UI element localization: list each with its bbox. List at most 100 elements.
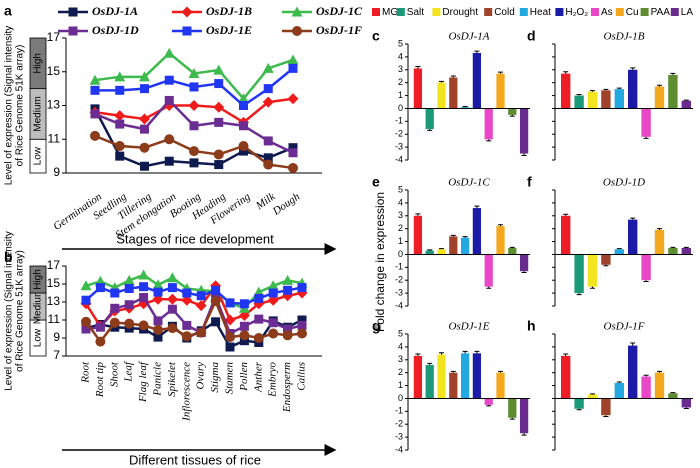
y-tick-label: 11: [48, 312, 61, 326]
panel-letter: b: [4, 249, 13, 265]
x-tick-label: Spikelet: [166, 361, 178, 397]
data-point: [224, 314, 236, 326]
bar: [472, 208, 482, 255]
legend-swatch: [372, 8, 380, 16]
data-point: [196, 291, 206, 301]
error-bar: [486, 139, 492, 142]
legend-label: Cu: [626, 7, 639, 18]
legend-label: Salt: [407, 7, 424, 18]
data-point: [288, 63, 298, 73]
data-point: [239, 101, 248, 110]
data-point: [164, 134, 175, 145]
panel-title: OsDJ-1B: [604, 31, 645, 43]
x-tick-label: Root: [80, 361, 92, 384]
y-tick-label: -1: [395, 406, 403, 416]
data-point: [139, 293, 149, 302]
error-bar: [643, 280, 649, 283]
error-bar: [427, 129, 433, 131]
legend-label: OsDJ-1F: [316, 23, 362, 37]
panel-letter: f: [527, 174, 532, 190]
data-point: [166, 293, 178, 305]
x-tick-label: Shoot: [108, 361, 120, 387]
error-bar: [563, 213, 569, 216]
legend-label: OsDJ-1A: [92, 4, 138, 18]
error-bar: [450, 370, 456, 373]
x-axis-label: Stages of rice development: [116, 231, 274, 246]
bar: [668, 248, 678, 255]
fold-change-label: Fold change in expression: [373, 192, 387, 332]
y-tick-label: 7: [53, 348, 60, 362]
data-point: [153, 332, 163, 342]
y-tick-label: -4: [395, 154, 403, 164]
bar: [484, 108, 493, 140]
error-bar: [657, 228, 662, 230]
data-point: [138, 320, 149, 331]
error-bar: [415, 353, 421, 356]
data-point: [110, 288, 120, 298]
bar: [681, 398, 691, 408]
bar: [425, 364, 434, 399]
data-point: [225, 332, 235, 343]
panel-title: OsDJ-1F: [604, 321, 645, 333]
x-tick-label: Callus: [296, 362, 308, 391]
legend-label: Drought: [442, 7, 478, 18]
error-bar: [498, 370, 503, 373]
legend-label: H₂O₂: [565, 7, 588, 18]
legend-marker: [68, 7, 78, 17]
error-bar: [643, 374, 649, 377]
y-tick-label: 2: [398, 367, 403, 377]
data-point: [297, 315, 307, 325]
data-point: [239, 330, 250, 341]
error-bar: [563, 353, 569, 356]
legend-label: OsDJ-1C: [316, 4, 363, 18]
data-point: [182, 288, 192, 298]
data-point: [153, 324, 163, 335]
data-point: [283, 324, 293, 334]
bar: [437, 249, 446, 255]
bar: [519, 254, 529, 272]
data-point: [297, 328, 307, 339]
data-point: [288, 162, 298, 173]
error-bar: [670, 392, 676, 394]
level-band-label: High: [33, 269, 44, 290]
bar: [601, 254, 611, 265]
error-bar: [521, 153, 527, 156]
bar: [484, 398, 493, 405]
error-bar: [498, 224, 503, 227]
data-point: [211, 285, 221, 295]
data-point: [297, 320, 307, 330]
data-point: [95, 336, 106, 347]
data-point: [268, 288, 278, 298]
bar: [587, 91, 598, 109]
data-point: [164, 75, 174, 85]
y-tick-label: -2: [395, 129, 403, 139]
bar: [508, 398, 517, 418]
bar: [413, 68, 423, 109]
y-tick-label: -1: [395, 116, 403, 126]
data-point: [140, 84, 149, 94]
data-point: [139, 282, 149, 292]
y-tick-label: -4: [395, 444, 403, 454]
x-tick-label: Endosperm: [281, 362, 293, 413]
error-bar: [616, 381, 622, 383]
error-bar: [462, 350, 468, 354]
level-band-label: Low: [33, 328, 44, 347]
x-tick-label: Inflorescence: [180, 362, 192, 422]
bar: [628, 219, 638, 255]
data-point: [287, 54, 299, 65]
level-band-label: High: [33, 53, 44, 74]
series-line: [84, 283, 303, 329]
y-tick-label: -2: [395, 275, 403, 285]
error-bar: [486, 286, 492, 289]
data-point: [213, 149, 224, 160]
bar: [413, 215, 423, 255]
data-point: [110, 303, 120, 313]
error-bar: [415, 213, 421, 216]
bar: [587, 254, 598, 287]
data-point: [114, 71, 126, 82]
data-point: [239, 121, 248, 131]
x-tick-label: Dough: [270, 190, 303, 218]
data-point: [189, 121, 199, 131]
y-axis-label: Level of expression (Signal intensity: [4, 26, 15, 186]
y-tick-label: 4: [398, 341, 403, 351]
